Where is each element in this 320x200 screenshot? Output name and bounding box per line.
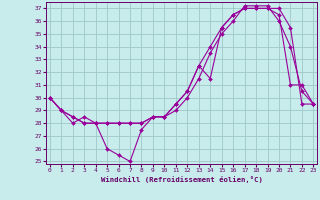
X-axis label: Windchill (Refroidissement éolien,°C): Windchill (Refroidissement éolien,°C)	[101, 176, 262, 183]
